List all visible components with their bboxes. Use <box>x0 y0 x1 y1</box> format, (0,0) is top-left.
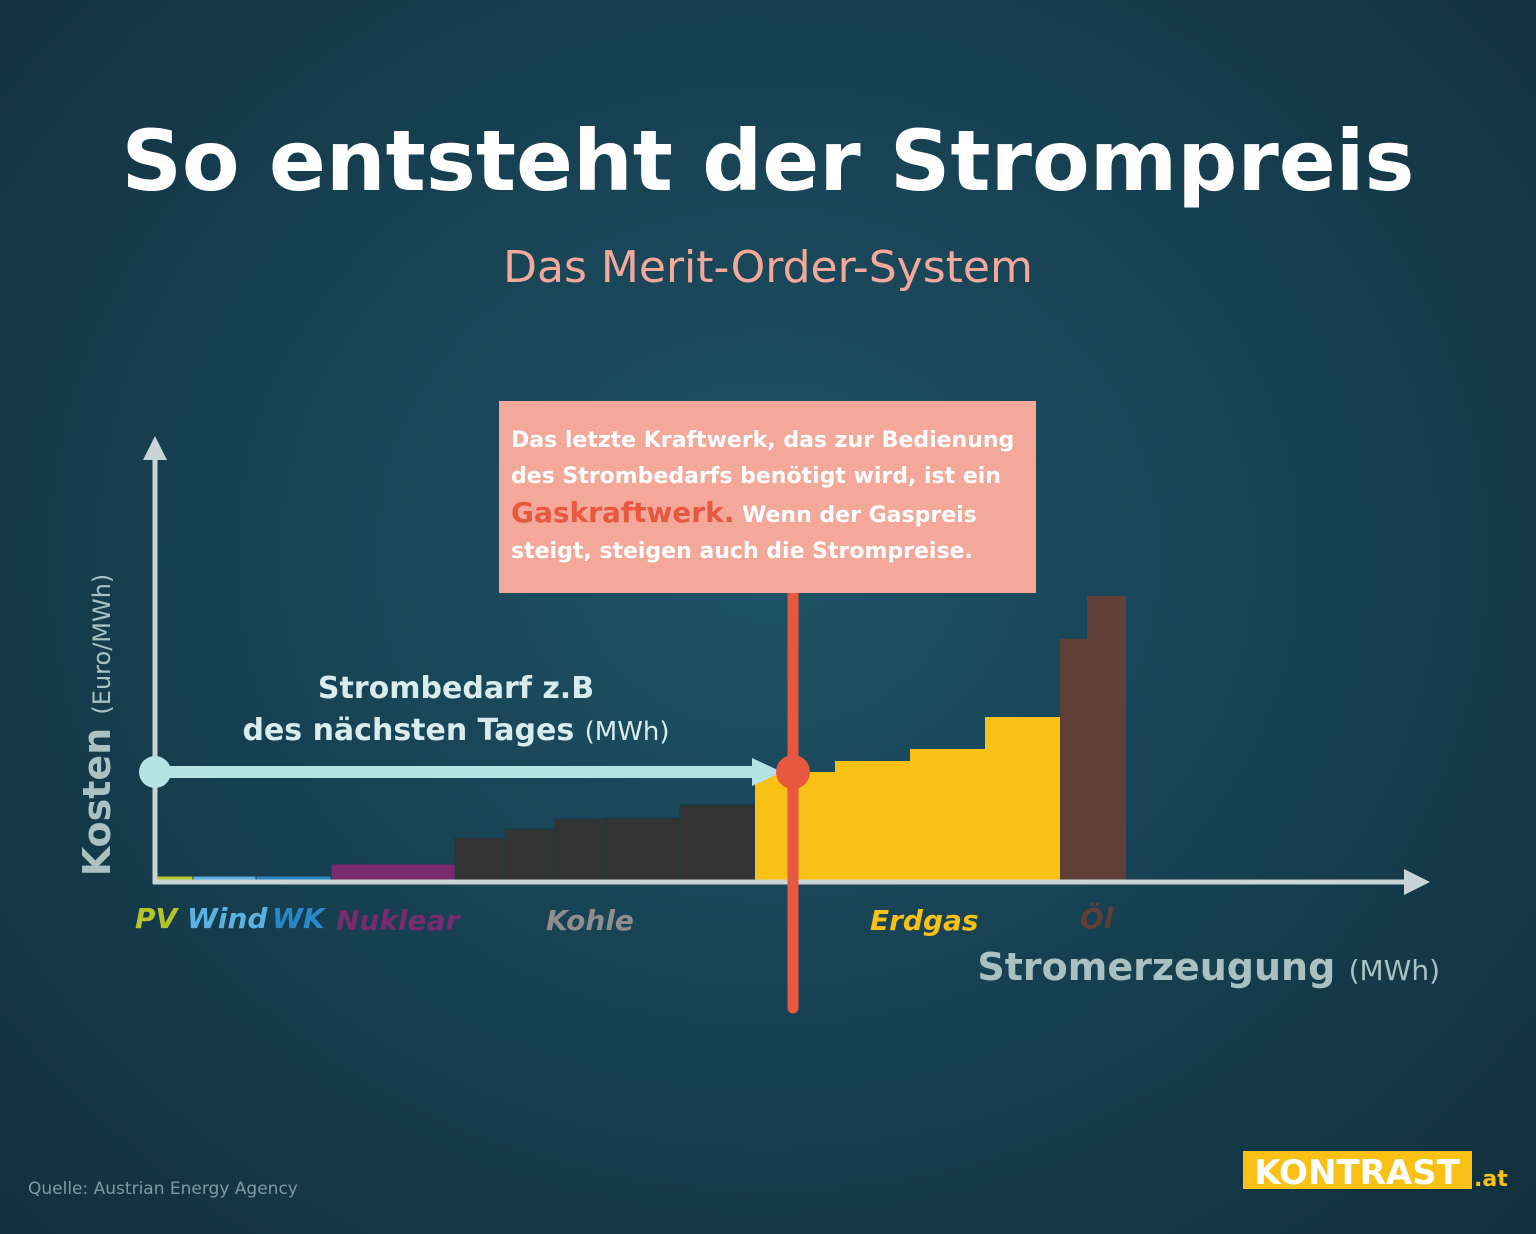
demand-unit: (MWh) <box>585 717 670 747</box>
source-label: Nuklear <box>336 904 461 937</box>
y-axis-label: Kosten <box>75 728 119 877</box>
callout-text: Wenn der Gaspreis steigt, steigen auch d… <box>511 503 977 564</box>
callout-text: Das letzte Kraftwerk, das zur Bedienung … <box>511 428 1015 489</box>
bar-erdgas <box>835 761 910 882</box>
bar-kohle <box>604 817 681 883</box>
x-axis-label: Stromerzeugung <box>977 945 1335 989</box>
price-point <box>776 755 810 789</box>
y-axis-unit: (Euro/MWh) <box>88 574 116 715</box>
source-label: Öl <box>1080 901 1114 935</box>
source-note: Quelle: Austrian Energy Agency <box>28 1179 298 1199</box>
demand-arrowhead <box>752 758 782 786</box>
demand-label: des nächsten Tages <box>242 713 574 748</box>
subtitle: Das Merit-Order-System <box>503 242 1033 293</box>
logo: KONTRAST <box>1254 1153 1460 1193</box>
logo-box <box>1243 1151 1472 1189</box>
bar-kohle <box>554 818 606 883</box>
x-axis-unit: (MWh) <box>1349 954 1440 987</box>
logo-suffix: .at <box>1474 1167 1508 1192</box>
bar-kohle <box>679 804 756 883</box>
source-label: PV <box>135 902 180 935</box>
bar-kohle <box>504 828 556 883</box>
title: So entsteht der Strompreis <box>121 112 1414 210</box>
demand-label: des nächsten Tages (MWh) <box>242 713 669 748</box>
source-label: WK <box>272 902 327 935</box>
x-axis-title: Stromerzeugung (MWh) <box>977 945 1440 989</box>
y-axis-arrow <box>143 436 167 460</box>
callout: Das letzte Kraftwerk, das zur Bedienung … <box>499 401 1036 593</box>
bar-nuklear <box>330 863 456 883</box>
bar-kohle <box>454 837 506 883</box>
demand-label: Strombedarf z.B <box>318 671 594 706</box>
bars <box>156 596 1126 883</box>
bar-oel <box>1087 596 1126 882</box>
bar-erdgas <box>985 717 1060 882</box>
demand-start <box>139 756 171 788</box>
source-label: Erdgas <box>870 904 979 937</box>
x-axis-arrow <box>1404 869 1430 895</box>
source-label: Kohle <box>546 904 634 937</box>
y-axis-title: Kosten (Euro/MWh) <box>75 574 119 877</box>
bar-oel <box>1060 639 1087 882</box>
bar-erdgas <box>910 749 985 882</box>
callout-highlight: Gaskraftwerk. <box>511 496 735 529</box>
source-label: Wind <box>187 902 268 935</box>
